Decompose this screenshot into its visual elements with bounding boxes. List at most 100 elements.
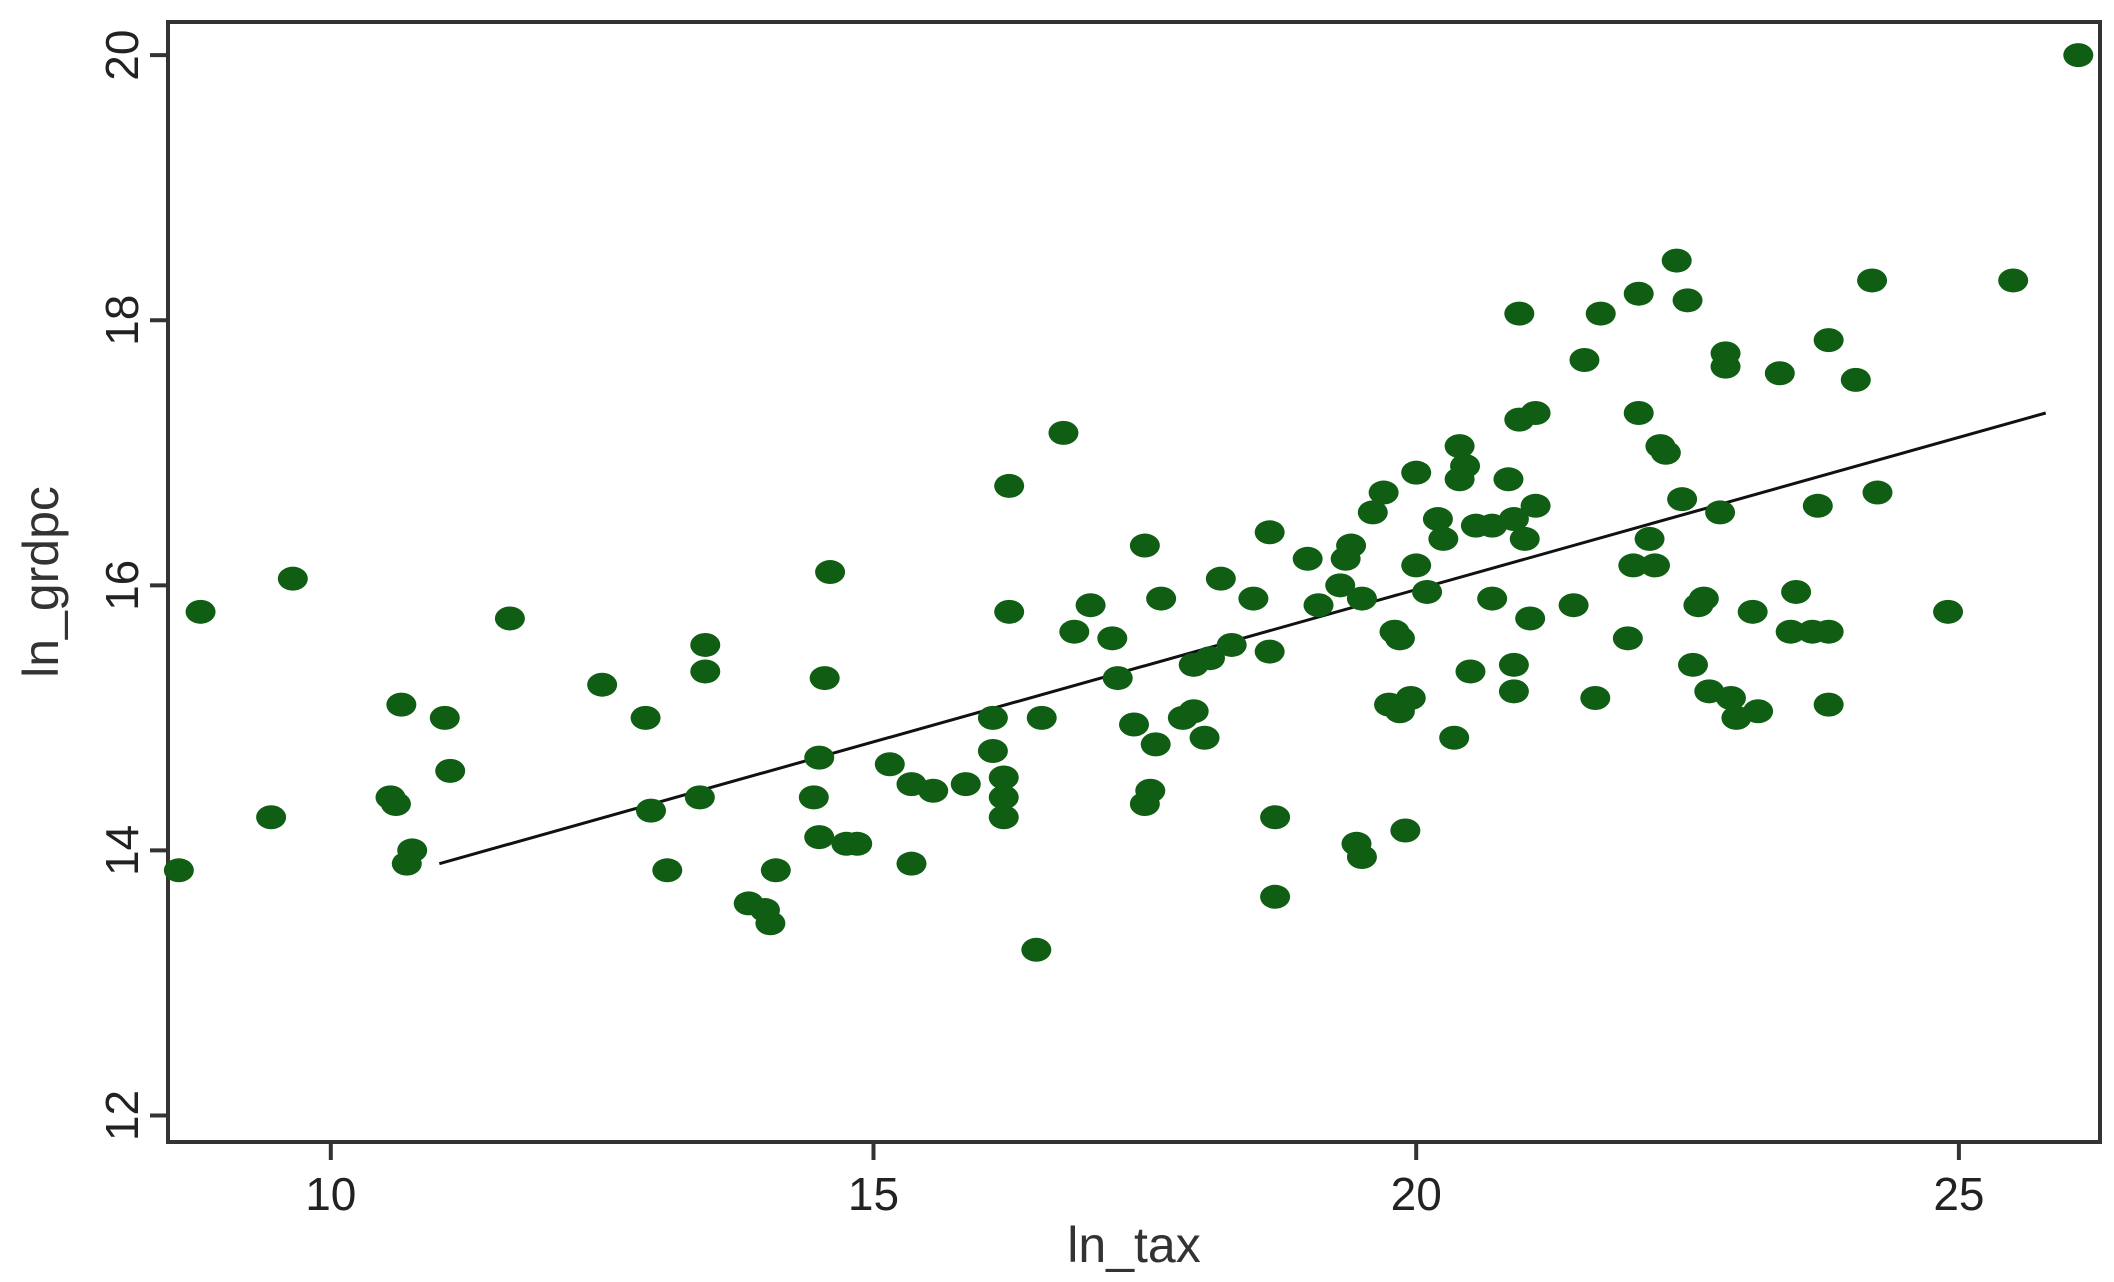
data-point [1254, 520, 1285, 545]
data-point [1428, 526, 1459, 551]
data-point [804, 825, 835, 850]
plot-frame [166, 20, 2102, 1144]
data-point [277, 566, 308, 591]
data-point [815, 560, 846, 585]
data-point [1059, 619, 1090, 644]
x-tick-label: 15 [848, 1168, 899, 1220]
data-point [1813, 619, 1844, 644]
data-point [1710, 354, 1741, 379]
data-point [1303, 593, 1334, 618]
data-point [1933, 599, 1964, 624]
data-point [1705, 500, 1736, 525]
y-tick-label: 12 [96, 1090, 148, 1141]
data-point [690, 659, 721, 684]
data-point [1618, 553, 1649, 578]
data-point [1189, 725, 1220, 750]
data-point [1639, 553, 1670, 578]
data-point [1520, 493, 1551, 518]
data-point [684, 785, 715, 810]
data-point [1775, 619, 1806, 644]
data-point [994, 599, 1025, 624]
data-point [1677, 652, 1708, 677]
data-point [1504, 301, 1535, 326]
data-point [435, 758, 466, 783]
data-point [1650, 440, 1681, 465]
data-point [1346, 586, 1377, 611]
data-point [1102, 666, 1133, 691]
data-point [842, 831, 873, 856]
data-point [1097, 626, 1128, 651]
data-point [988, 805, 1019, 830]
data-point [1558, 593, 1589, 618]
data-point [1205, 566, 1236, 591]
data-point [988, 765, 1019, 790]
data-point [1021, 937, 1052, 962]
data-point [1260, 805, 1291, 830]
data-point [1672, 288, 1703, 313]
data-point [1390, 818, 1421, 843]
data-point [760, 858, 791, 883]
x-tick-label: 10 [305, 1168, 356, 1220]
data-point [1862, 480, 1893, 505]
data-point [994, 473, 1025, 498]
data-point [1135, 778, 1166, 803]
data-point [1857, 268, 1888, 293]
data-point [1585, 301, 1616, 326]
data-point [1336, 533, 1367, 558]
data-point [1623, 401, 1654, 426]
data-point [1325, 573, 1356, 598]
data-point [1998, 268, 2029, 293]
data-point [1743, 699, 1774, 724]
data-point [652, 858, 683, 883]
data-point [256, 805, 287, 830]
data-point [1715, 685, 1746, 710]
data-point [1493, 467, 1524, 492]
data-point [977, 738, 1008, 763]
data-point [1129, 533, 1160, 558]
points-layer [163, 43, 2094, 962]
data-point [636, 798, 666, 823]
data-point [1455, 659, 1486, 684]
data-point [1260, 884, 1291, 909]
data-point [494, 606, 525, 631]
data-point [1254, 639, 1285, 664]
data-point [185, 599, 216, 624]
data-point [896, 851, 927, 876]
data-point [1146, 586, 1177, 611]
data-point [1840, 367, 1871, 392]
data-point [1401, 460, 1432, 485]
x-tick-label: 25 [1933, 1168, 1984, 1220]
data-point [1515, 606, 1546, 631]
data-point [429, 705, 460, 730]
data-point [988, 785, 1019, 810]
data-point [1509, 526, 1540, 551]
data-point [1813, 328, 1844, 353]
data-point [1450, 454, 1481, 479]
data-point [1764, 361, 1795, 386]
data-point [2063, 43, 2094, 68]
y-axis-label: ln_grdpc [13, 486, 69, 678]
data-point [874, 752, 905, 777]
data-point [1292, 546, 1323, 571]
data-point [630, 705, 661, 730]
data-point [1569, 347, 1600, 372]
data-point [1623, 281, 1654, 306]
data-point [1688, 586, 1719, 611]
data-point [1498, 507, 1529, 532]
data-point [950, 772, 981, 797]
data-point [1661, 248, 1692, 273]
data-point [1520, 401, 1551, 426]
data-point [587, 672, 618, 697]
data-point [798, 785, 829, 810]
data-point [1238, 586, 1269, 611]
data-point [1444, 434, 1475, 459]
data-point [1357, 500, 1388, 525]
data-point [1178, 699, 1209, 724]
data-point [809, 666, 840, 691]
data-point [977, 705, 1008, 730]
y-tick-label: 16 [96, 560, 148, 611]
y-axis: 12 14 16 18 20 [96, 30, 168, 1141]
x-tick-label: 20 [1391, 1168, 1442, 1220]
data-point [1612, 626, 1643, 651]
